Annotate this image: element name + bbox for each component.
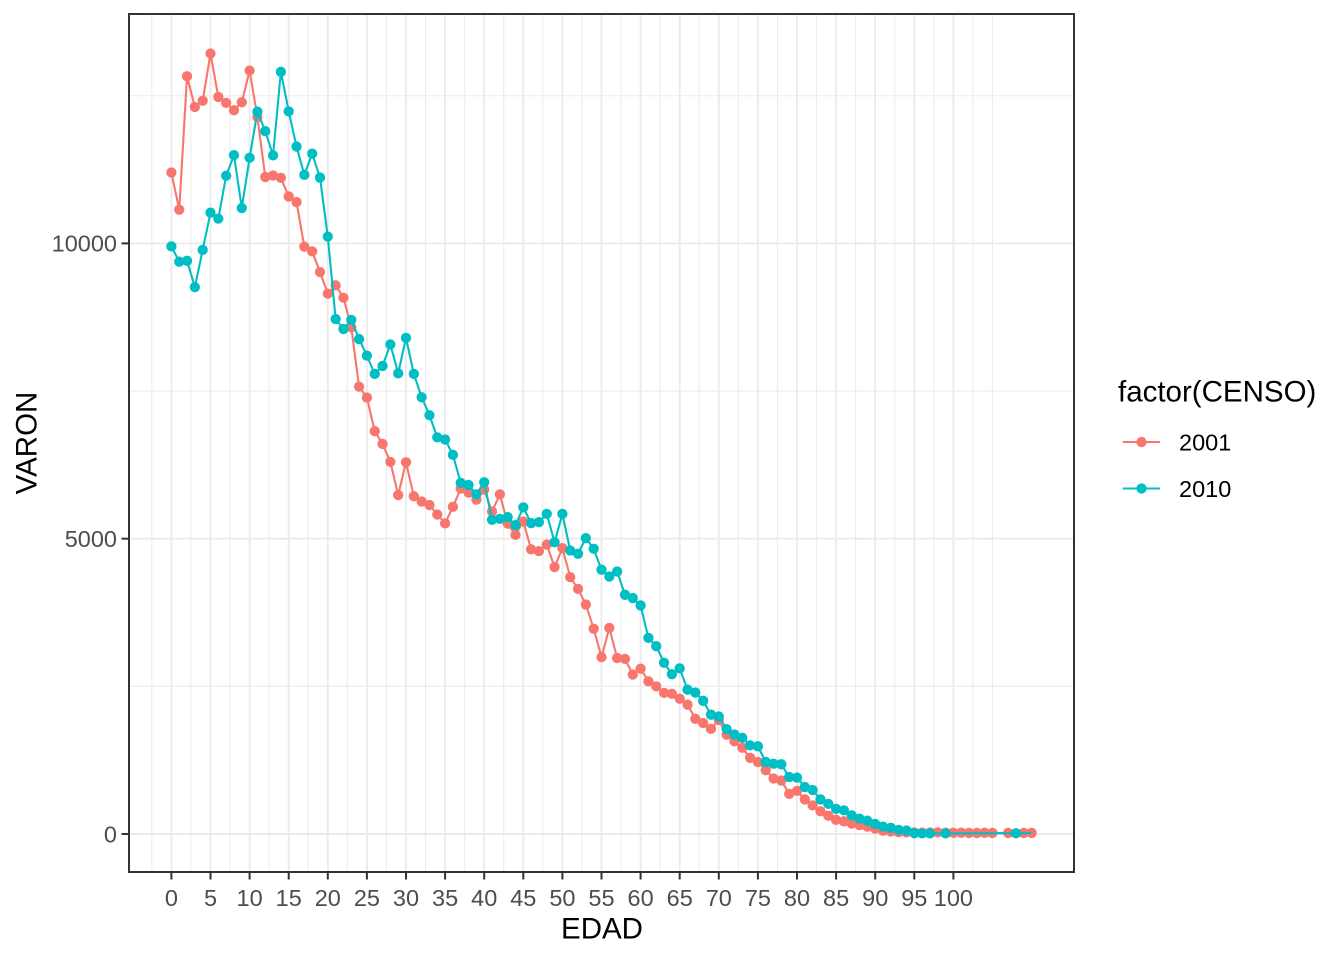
svg-text:90: 90 [862,885,888,911]
svg-text:35: 35 [432,885,458,911]
svg-text:45: 45 [510,885,536,911]
svg-text:5: 5 [204,885,217,911]
svg-text:EDAD: EDAD [561,913,643,946]
svg-text:65: 65 [667,885,693,911]
svg-text:60: 60 [628,885,654,911]
svg-text:85: 85 [823,885,849,911]
svg-text:5000: 5000 [65,526,117,552]
svg-text:75: 75 [745,885,771,911]
svg-text:80: 80 [784,885,810,911]
svg-text:100: 100 [934,885,973,911]
svg-text:55: 55 [588,885,614,911]
svg-text:10000: 10000 [52,231,117,257]
svg-text:2001: 2001 [1179,429,1231,455]
svg-text:0: 0 [165,885,178,911]
svg-text:95: 95 [901,885,927,911]
svg-text:25: 25 [354,885,380,911]
svg-text:10: 10 [237,885,263,911]
svg-text:VARON: VARON [11,392,44,495]
svg-text:30: 30 [393,885,419,911]
svg-text:50: 50 [549,885,575,911]
svg-text:2010: 2010 [1179,476,1231,502]
svg-text:15: 15 [276,885,302,911]
svg-text:40: 40 [471,885,497,911]
svg-text:0: 0 [104,821,117,847]
svg-text:20: 20 [315,885,341,911]
svg-text:70: 70 [706,885,732,911]
svg-text:factor(CENSO): factor(CENSO) [1118,376,1316,409]
